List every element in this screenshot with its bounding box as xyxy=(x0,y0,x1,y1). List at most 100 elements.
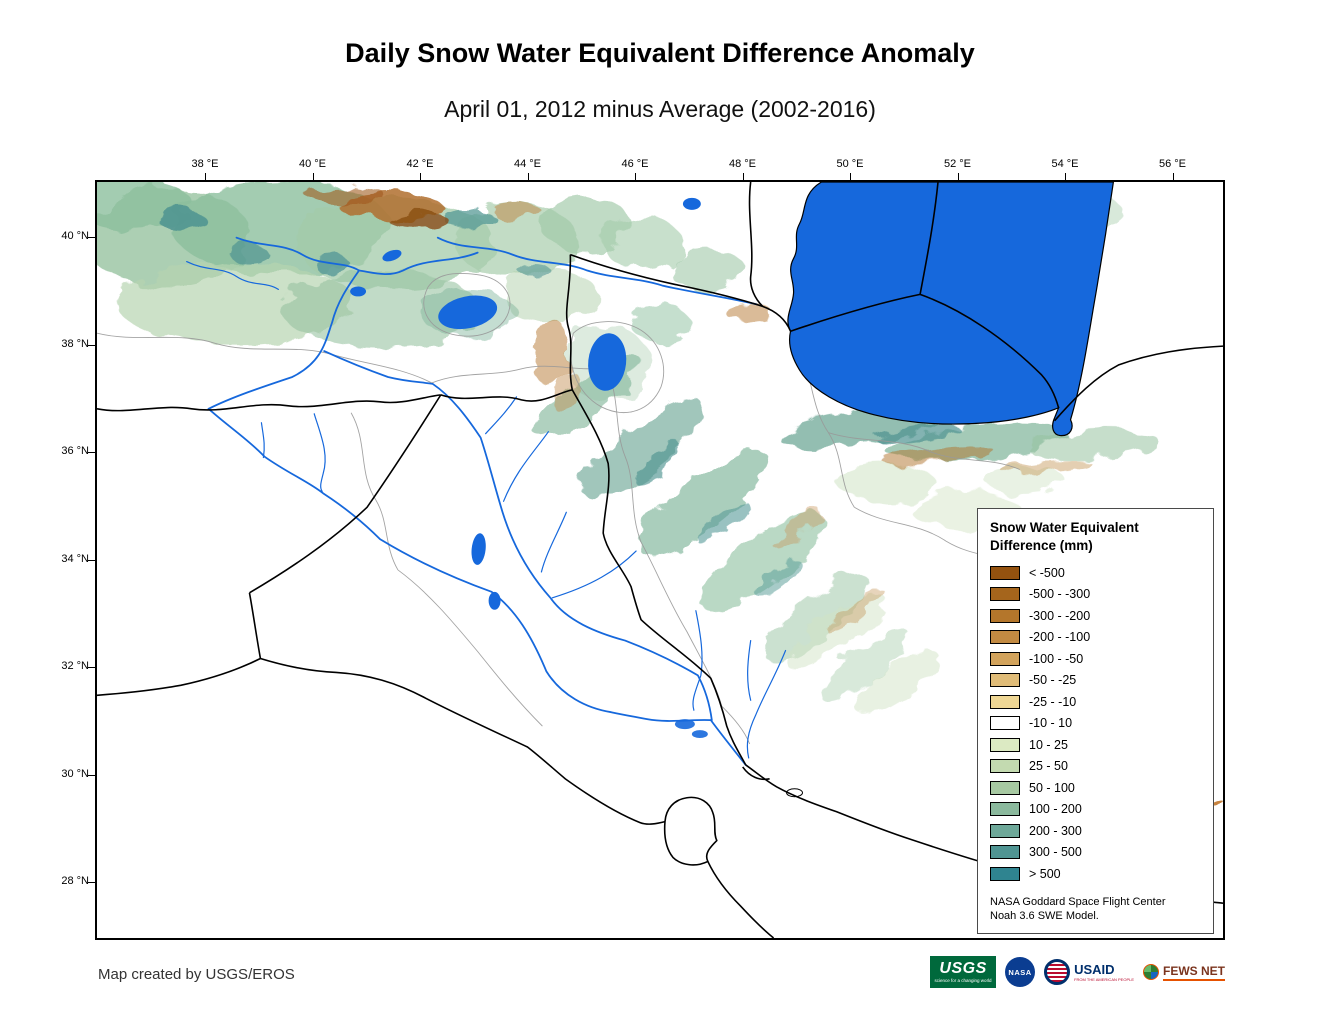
mesopotamian-marshes xyxy=(674,719,695,730)
legend-title-line1: Snow Water Equivalent xyxy=(990,520,1139,535)
lon-tick xyxy=(850,173,851,180)
legend-entry: -100 - -50 xyxy=(990,648,1201,670)
legend-source-line2: Noah 3.6 SWE Model. xyxy=(990,910,1099,923)
lat-tick xyxy=(88,452,95,453)
legend-entry: 10 - 25 xyxy=(990,734,1201,756)
river-karkheh xyxy=(692,610,703,711)
river-great-zab xyxy=(485,396,518,435)
legend-entry-label: -100 - -50 xyxy=(1029,651,1084,666)
river-balikh xyxy=(260,422,265,459)
legend-entry: -300 - -200 xyxy=(990,605,1201,627)
lat-tick xyxy=(88,774,95,776)
legend-entry: 100 - 200 xyxy=(990,799,1201,821)
lon-label: 48 °E xyxy=(728,158,757,170)
legend-swatch xyxy=(990,673,1020,688)
mesopotamian-marshes xyxy=(691,730,708,739)
legend-entry-label: -25 - -10 xyxy=(1029,694,1077,709)
legend-swatch xyxy=(990,694,1020,709)
river-adhaim xyxy=(540,511,567,573)
usaid-logo-textblock: USAID FROM THE AMERICAN PEOPLE xyxy=(1074,963,1134,982)
legend-entry-label: 50 - 100 xyxy=(1029,780,1075,795)
legend-swatch xyxy=(990,716,1020,731)
river-little-zab xyxy=(502,431,549,502)
river-aras xyxy=(436,236,758,306)
terrain-negative-anomaly xyxy=(306,186,1223,804)
legend-entry: 50 - 100 xyxy=(990,777,1201,799)
river-karun xyxy=(746,649,787,759)
legend-entry: 200 - 300 xyxy=(990,820,1201,842)
legend-swatch xyxy=(990,587,1020,602)
nasa-logo: NASA xyxy=(1005,957,1036,987)
nasa-logo-text: NASA xyxy=(1008,967,1032,977)
legend-entry-label: < -500 xyxy=(1029,565,1065,580)
lon-tick xyxy=(1172,173,1174,180)
lon-tick xyxy=(527,173,529,180)
lon-tick xyxy=(957,173,959,180)
legend-entry: < -500 xyxy=(990,562,1201,584)
legend-swatch xyxy=(990,759,1020,774)
lon-label: 42 °E xyxy=(406,158,434,170)
usgs-logo: USGS science for a changing world xyxy=(930,956,997,988)
lat-label: 32 °N xyxy=(61,660,89,672)
map-credit: Map created by USGS/EROS xyxy=(98,966,295,983)
legend-entry: -50 - -25 xyxy=(990,670,1201,692)
fewsnet-logo: FEWS NET xyxy=(1143,964,1225,981)
keban-reservoir xyxy=(382,249,402,262)
legend-entry-label: -10 - 10 xyxy=(1029,716,1073,731)
lon-tick xyxy=(742,173,744,180)
coast-persian-gulf-south xyxy=(707,861,775,938)
border-syria-iraq xyxy=(249,394,442,594)
gulf-island xyxy=(786,788,803,798)
river-dez xyxy=(747,639,752,701)
usgs-logo-tagline: science for a changing world xyxy=(934,977,992,983)
legend-entry: -200 - -100 xyxy=(990,627,1201,649)
legend-entry-label: 25 - 50 xyxy=(1029,759,1068,774)
river-euphrates-turkey xyxy=(207,269,360,410)
border-turkey-syria xyxy=(97,394,441,412)
border-iraq-jordan xyxy=(248,592,262,659)
lat-tick xyxy=(88,237,95,238)
legend-swatch xyxy=(990,630,1020,645)
lon-tick xyxy=(1065,173,1066,180)
legend-entry: 300 - 500 xyxy=(990,842,1201,864)
border-caspian-sector-2 xyxy=(919,182,939,295)
lat-tick xyxy=(88,882,95,883)
border-turkey-iran xyxy=(565,254,574,391)
coast-shatt-delta xyxy=(742,766,770,781)
legend-swatch xyxy=(990,823,1020,838)
lon-label: 44 °E xyxy=(513,158,542,170)
lakes xyxy=(350,197,708,739)
lon-label: 54 °E xyxy=(1051,158,1079,170)
border-kuwait xyxy=(663,796,718,866)
border-caspian-sector-3 xyxy=(919,293,1060,409)
legend: Snow Water Equivalent Difference (mm) < … xyxy=(977,508,1214,935)
lon-tick xyxy=(312,173,314,180)
lat-tick xyxy=(88,344,95,346)
legend-entry-label: 300 - 500 xyxy=(1029,845,1082,860)
lon-tick xyxy=(420,173,421,180)
legend-entry-label: 200 - 300 xyxy=(1029,823,1082,838)
ataturk-reservoir xyxy=(350,286,367,297)
lat-tick xyxy=(88,559,95,561)
lon-label: 40 °E xyxy=(298,158,327,170)
legend-title-line2: Difference (mm) xyxy=(990,537,1093,553)
usgs-logo-text: USGS xyxy=(939,959,987,977)
legend-swatch xyxy=(990,608,1020,623)
border-aras-armenia-iran xyxy=(570,253,792,332)
terrain-positive-anomaly xyxy=(97,182,1159,713)
lon-label: 52 °E xyxy=(943,158,972,170)
border-iran-iraq xyxy=(571,389,747,766)
caspian-sea xyxy=(787,182,1114,437)
usaid-logo-text: USAID xyxy=(1074,961,1115,977)
legend-entries: < -500 -500 - -300 -300 - -200 -200 - -100 -… xyxy=(990,562,1201,885)
legend-entry-label: -50 - -25 xyxy=(1029,673,1077,688)
usaid-seal-icon xyxy=(1044,959,1071,985)
river-shatt-al-arab xyxy=(709,719,747,766)
map-frame: Snow Water Equivalent Difference (mm) < … xyxy=(61,158,1225,940)
lon-label: 56 °E xyxy=(1158,158,1187,170)
country-borders xyxy=(97,182,1223,938)
river-tigris xyxy=(323,350,713,722)
legend-swatch xyxy=(990,845,1020,860)
border-caspian-sector-1 xyxy=(790,293,921,332)
rivers xyxy=(186,236,787,766)
